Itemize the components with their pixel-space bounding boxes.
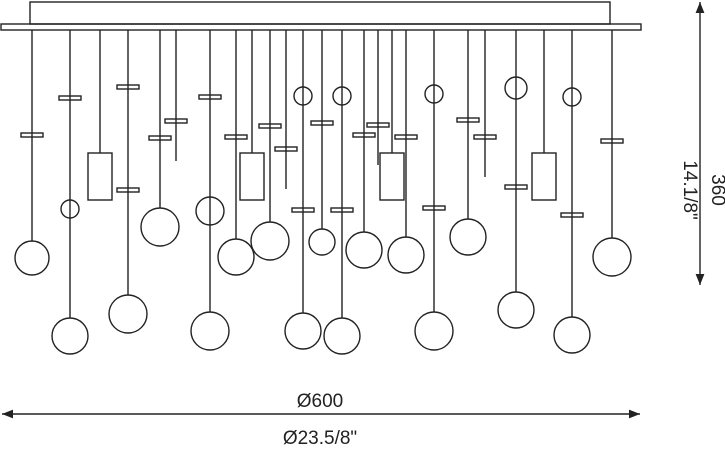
collar: [394, 134, 418, 140]
globe: [449, 218, 487, 256]
globe: [250, 221, 290, 261]
driver-box: [87, 152, 113, 201]
small-globe: [195, 196, 225, 226]
collar: [352, 132, 376, 138]
small-globe: [424, 84, 444, 104]
globe: [14, 240, 50, 276]
globe: [323, 317, 361, 355]
collar: [58, 95, 82, 101]
globe: [51, 317, 89, 355]
collar: [504, 184, 528, 190]
driver-box: [239, 152, 265, 201]
small-globe: [504, 76, 528, 100]
globe: [414, 311, 454, 351]
width-mm: Ø600: [297, 391, 343, 412]
canopy: [29, 1, 611, 25]
collar: [116, 84, 140, 90]
globe: [553, 316, 591, 354]
collar: [600, 138, 624, 144]
collar: [456, 117, 480, 123]
collar: [422, 205, 446, 211]
driver-box: [379, 152, 405, 201]
small-globe: [562, 87, 582, 107]
collar: [473, 134, 497, 140]
globe: [497, 291, 535, 329]
collar: [20, 132, 44, 138]
small-globe: [60, 199, 80, 219]
collar: [164, 118, 188, 124]
collar: [148, 135, 172, 141]
collar: [310, 120, 334, 126]
chandelier: [0, 1, 642, 355]
collar: [224, 134, 248, 140]
collar: [291, 207, 315, 213]
driver-box: [531, 152, 557, 201]
globe: [308, 228, 336, 256]
collar: [560, 212, 584, 218]
collar: [116, 187, 140, 193]
height-mm: 360: [707, 174, 725, 206]
globe: [190, 311, 230, 351]
globe: [592, 237, 632, 277]
collar: [198, 94, 222, 100]
width-in: Ø23.5/8": [283, 428, 357, 449]
width-dimension: Ø600 Ø23.5/8": [2, 391, 640, 449]
small-globe: [332, 86, 352, 106]
globe: [387, 236, 425, 274]
collar: [330, 207, 354, 213]
height-in: 14.1/8": [679, 160, 700, 220]
globe: [345, 231, 383, 269]
height-dimension: 360 14.1/8": [679, 2, 725, 285]
collar: [366, 122, 390, 128]
globe: [140, 207, 180, 247]
collar: [258, 123, 282, 129]
collar: [274, 146, 298, 152]
mounting-bar: [0, 23, 642, 31]
globe: [217, 238, 255, 276]
small-globe: [293, 86, 313, 106]
globe: [108, 294, 148, 334]
globe: [284, 312, 322, 350]
